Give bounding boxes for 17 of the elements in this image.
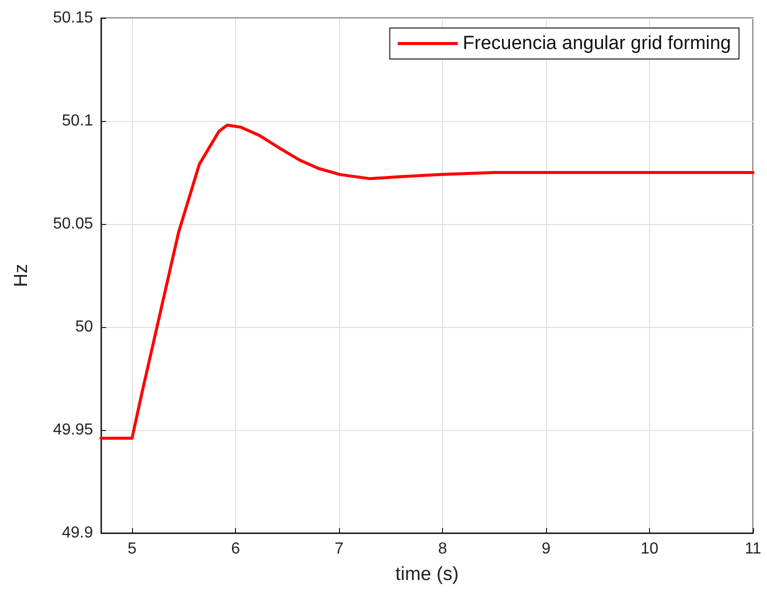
x-tick-label: 7 xyxy=(334,540,344,558)
x-tick-label: 11 xyxy=(744,540,762,558)
x-tick-label: 9 xyxy=(542,540,551,558)
y-tick-label: 50.1 xyxy=(62,112,94,130)
x-axis-title: time (s) xyxy=(395,564,459,585)
y-axis-title: Hz xyxy=(11,264,32,288)
y-tick-label: 50.15 xyxy=(52,10,94,26)
y-tick-label: 50.05 xyxy=(52,216,94,232)
x-tick-label: 6 xyxy=(231,540,240,558)
y-tick-label: 49.95 xyxy=(52,422,94,438)
y-tick-label: 49.9 xyxy=(62,524,94,542)
y-tick-label: 50 xyxy=(75,318,94,336)
x-tick-label: 10 xyxy=(640,540,659,558)
x-tick-label: 5 xyxy=(128,540,137,558)
legend-label: Frecuencia angular grid forming xyxy=(462,33,732,54)
x-tick-label: 8 xyxy=(438,540,448,558)
line-series xyxy=(100,124,754,440)
